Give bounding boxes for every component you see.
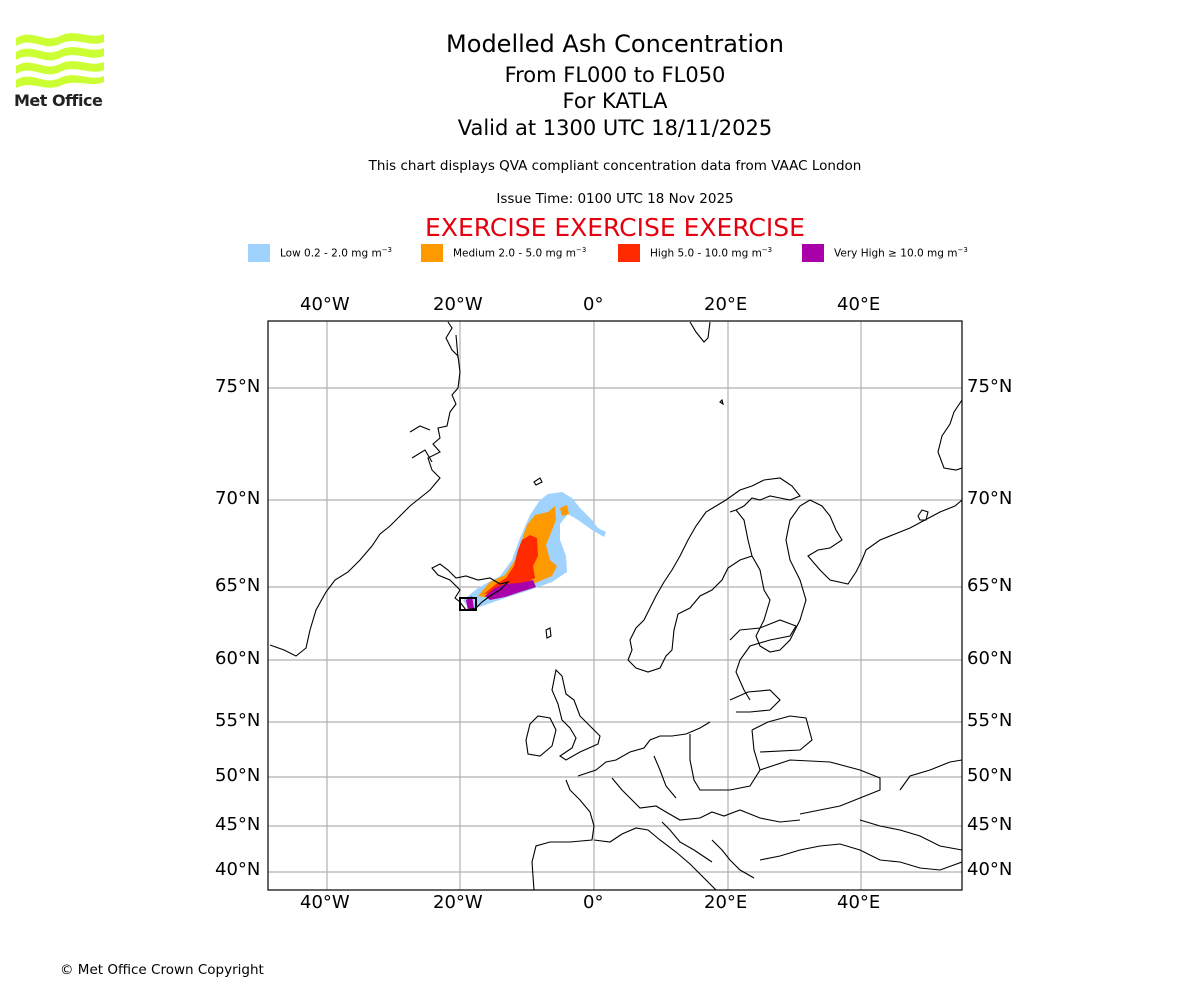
legend-item-very-high: Very High ≥ 10.0 mg m−3 [802, 244, 968, 262]
volcano-name: For KATLA [562, 89, 668, 113]
lat-label-right-75n: 75°N [967, 376, 1013, 397]
issue-time: Issue Time: 0100 UTC 18 Nov 2025 [496, 191, 734, 207]
lon-label-bottom-20e: 20°E [704, 892, 748, 913]
lat-label-right-65n: 65°N [967, 575, 1013, 596]
map-gridlines [268, 321, 962, 890]
valid-time: Valid at 1300 UTC 18/11/2025 [457, 116, 773, 140]
lat-label-left-40n: 40°N [215, 859, 261, 880]
map-frame [267, 320, 963, 891]
chart-description: This chart displays QVA compliant concen… [368, 158, 862, 174]
copyright-notice: © Met Office Crown Copyright [60, 962, 264, 978]
ash-plume [463, 492, 606, 611]
legend-label-very-high: Very High ≥ 10.0 mg m [834, 247, 958, 260]
ash-medium-region [478, 506, 557, 598]
ash-very-high-region [485, 580, 536, 600]
met-office-wave-logo-icon [16, 33, 104, 88]
lon-label-top-40w: 40°W [300, 294, 350, 315]
lat-label-left-70n: 70°N [215, 488, 261, 509]
lat-label-left-55n: 55°N [215, 710, 261, 731]
legend-swatch-medium [421, 244, 443, 262]
lat-label-right-40n: 40°N [967, 859, 1013, 880]
ash-high-region [484, 535, 538, 594]
legend-swatch-high [618, 244, 640, 262]
lon-label-bottom-40e: 40°E [837, 892, 881, 913]
lon-label-bottom-0: 0° [583, 892, 604, 913]
flight-level-range: From FL000 to FL050 [504, 63, 726, 87]
exercise-banner: EXERCISE EXERCISE EXERCISE [425, 213, 805, 242]
legend-swatch-very-high [802, 244, 824, 262]
lon-label-top-40e: 40°E [837, 294, 881, 315]
chart-title: Modelled Ash Concentration [446, 30, 784, 58]
lon-label-top-20e: 20°E [704, 294, 748, 315]
legend-swatch-low [248, 244, 270, 262]
lat-label-left-65n: 65°N [215, 575, 261, 596]
legend-item-low: Low 0.2 - 2.0 mg m−3 [248, 244, 392, 262]
lat-label-right-50n: 50°N [967, 765, 1013, 786]
lat-label-right-55n: 55°N [967, 710, 1013, 731]
lon-label-top-20w: 20°W [433, 294, 483, 315]
lon-label-bottom-20w: 20°W [433, 892, 483, 913]
met-office-logo-text: Met Office [14, 91, 103, 110]
lat-label-right-45n: 45°N [967, 814, 1013, 835]
legend-item-high: High 5.0 - 10.0 mg m−3 [618, 244, 772, 262]
legend-label-low: Low 0.2 - 2.0 mg m [280, 247, 382, 260]
lat-label-right-60n: 60°N [967, 648, 1013, 669]
lat-label-left-45n: 45°N [215, 814, 261, 835]
lat-label-right-70n: 70°N [967, 488, 1013, 509]
lat-label-left-75n: 75°N [215, 376, 261, 397]
lat-label-left-60n: 60°N [215, 648, 261, 669]
lon-label-top-0: 0° [583, 294, 604, 315]
legend-label-high: High 5.0 - 10.0 mg m [650, 247, 762, 260]
lon-label-bottom-40w: 40°W [300, 892, 350, 913]
lat-label-left-50n: 50°N [215, 765, 261, 786]
legend-item-medium: Medium 2.0 - 5.0 mg m−3 [421, 244, 586, 262]
legend-label-medium: Medium 2.0 - 5.0 mg m [453, 247, 576, 260]
coastlines [269, 321, 962, 890]
